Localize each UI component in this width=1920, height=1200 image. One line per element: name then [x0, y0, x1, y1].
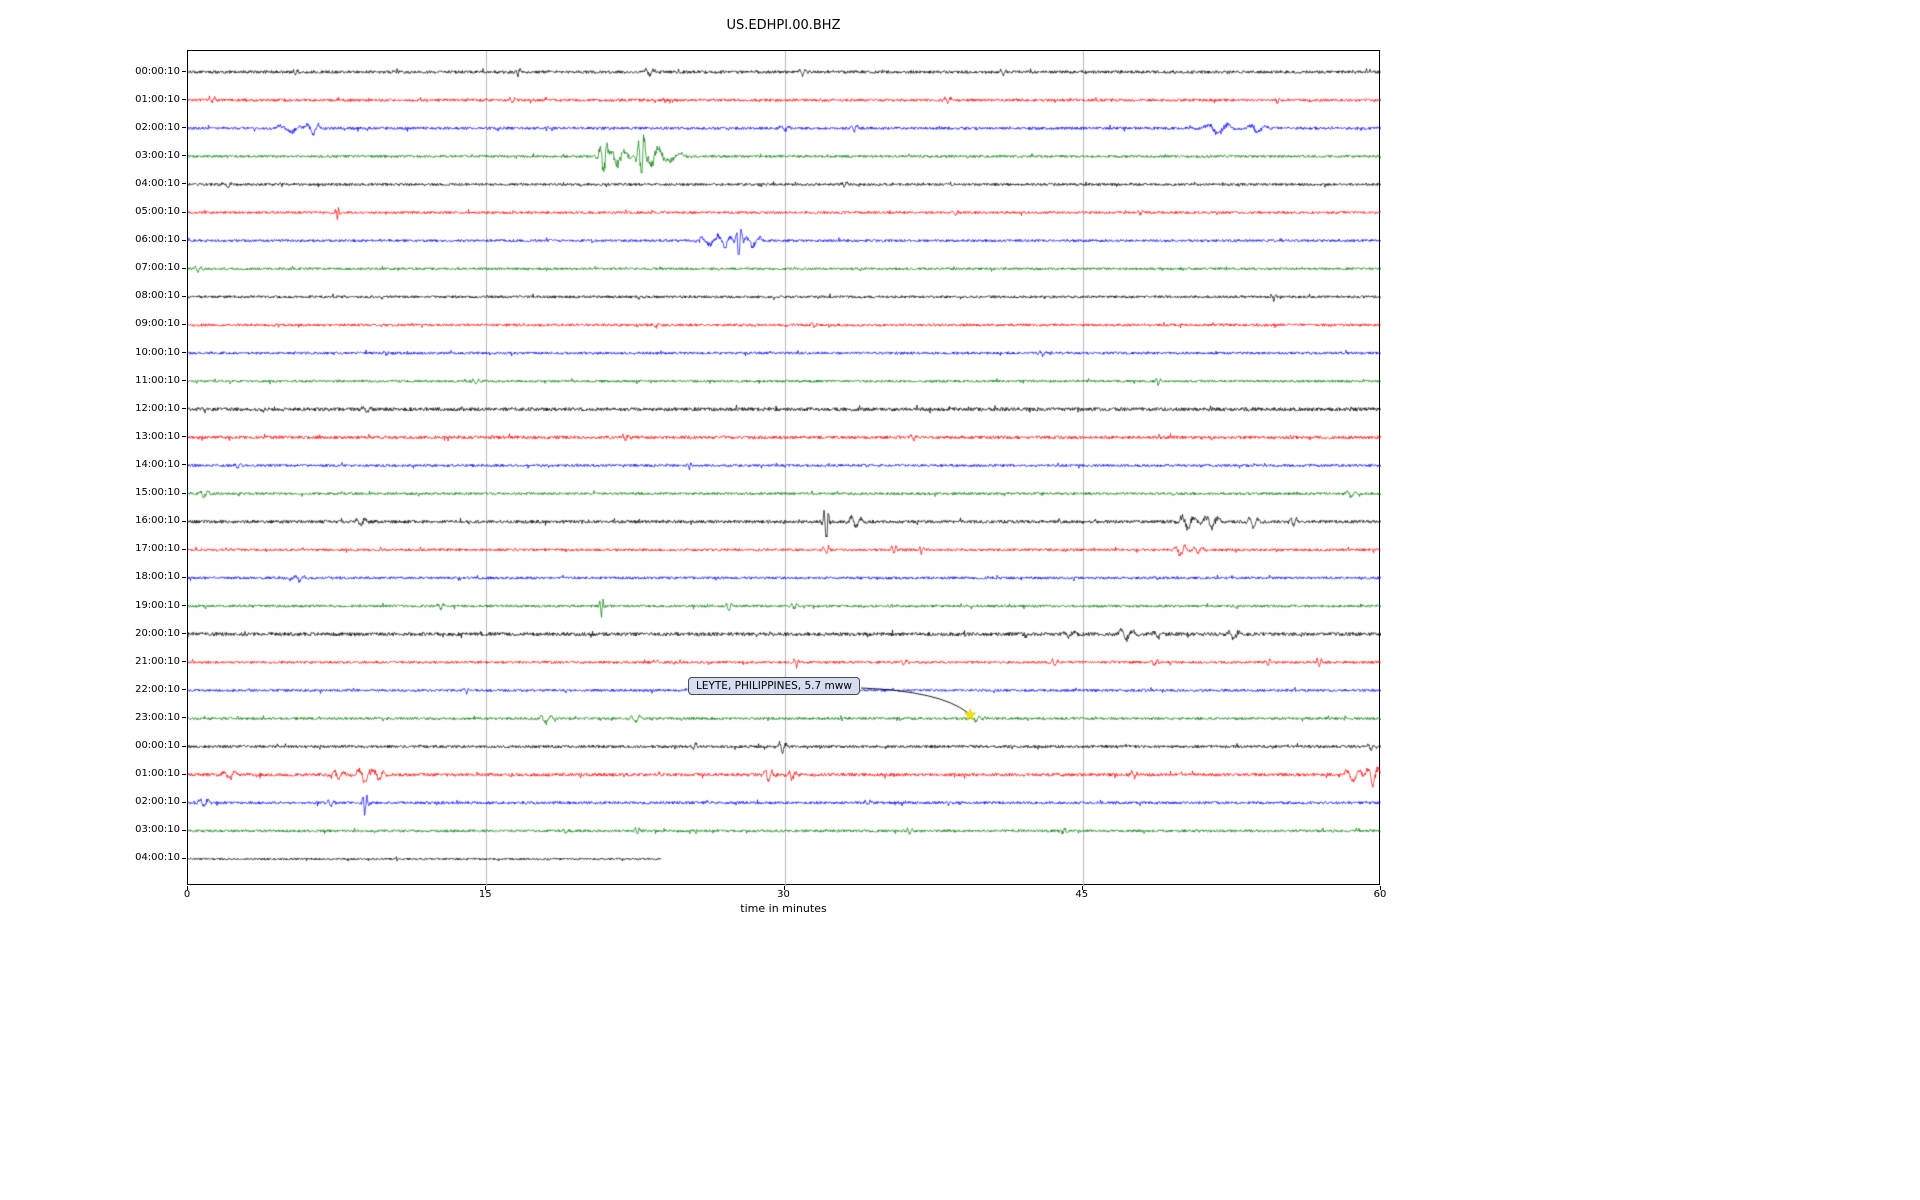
trace-start-time-label: 13:00:10 — [135, 430, 180, 442]
trace-start-time-label: 19:00:10 — [135, 599, 180, 611]
event-annotation-box: LEYTE, PHILIPPINES, 5.7 mww — [688, 677, 860, 695]
event-marker-star-icon: ★ — [963, 705, 978, 724]
trace-start-time-label: 02:00:10 — [135, 796, 180, 808]
y-tick-mark — [182, 211, 186, 213]
x-axis-label: time in minutes — [740, 902, 827, 915]
trace-start-time-label: 07:00:10 — [135, 262, 180, 274]
helicorder-canvas — [188, 51, 1381, 886]
y-tick-mark — [182, 464, 186, 466]
y-tick-mark — [182, 548, 186, 550]
trace-start-time-label: 08:00:10 — [135, 290, 180, 302]
trace-start-time-label: 09:00:10 — [135, 318, 180, 330]
y-tick-mark — [182, 661, 186, 663]
y-tick-mark — [182, 801, 186, 803]
y-tick-mark — [182, 99, 186, 101]
y-tick-mark — [182, 155, 186, 157]
plot-title: US.EDHPI.00.BHZ — [726, 18, 841, 33]
y-tick-mark — [182, 127, 186, 129]
trace-start-time-label: 12:00:10 — [135, 402, 180, 414]
x-tick-mark — [1380, 886, 1381, 890]
trace-start-time-label: 03:00:10 — [135, 149, 180, 161]
x-tick-mark — [485, 886, 487, 890]
trace-start-time-label: 14:00:10 — [135, 458, 180, 470]
y-tick-mark — [182, 829, 186, 831]
trace-start-time-label: 00:00:10 — [135, 740, 180, 752]
y-tick-mark — [182, 576, 186, 578]
plot-area — [187, 50, 1381, 886]
y-tick-mark — [182, 352, 186, 354]
trace-start-time-label: 17:00:10 — [135, 543, 180, 555]
trace-start-time-label: 06:00:10 — [135, 234, 180, 246]
y-tick-mark — [182, 773, 186, 775]
x-tick-label: 15 — [478, 889, 492, 900]
trace-start-time-label: 18:00:10 — [135, 571, 180, 583]
trace-start-time-label: 00:00:10 — [135, 65, 180, 77]
x-tick-mark — [187, 886, 188, 890]
y-tick-mark — [182, 267, 186, 269]
x-tick-label: 60 — [1373, 889, 1387, 900]
trace-start-time-label: 11:00:10 — [135, 374, 180, 386]
trace-start-time-label: 10:00:10 — [135, 346, 180, 358]
x-tick-mark — [1081, 886, 1083, 890]
y-tick-mark — [182, 689, 186, 691]
y-tick-mark — [182, 408, 186, 410]
trace-start-time-label: 01:00:10 — [135, 93, 180, 105]
y-tick-mark — [182, 239, 186, 241]
y-tick-mark — [182, 295, 186, 297]
trace-start-time-label: 02:00:10 — [135, 121, 180, 133]
trace-start-time-label: 16:00:10 — [135, 515, 180, 527]
trace-start-time-label: 23:00:10 — [135, 711, 180, 723]
trace-start-time-label: 04:00:10 — [135, 177, 180, 189]
y-tick-mark — [182, 605, 186, 607]
x-tick-label: 0 — [183, 889, 191, 900]
trace-start-time-label: 21:00:10 — [135, 655, 180, 667]
trace-start-time-label: 05:00:10 — [135, 206, 180, 218]
x-tick-label: 30 — [777, 889, 790, 900]
x-tick-label: 45 — [1075, 889, 1089, 900]
x-tick-mark — [783, 886, 785, 890]
trace-start-time-label: 20:00:10 — [135, 627, 180, 639]
y-tick-mark — [182, 520, 186, 522]
y-tick-mark — [182, 492, 186, 494]
trace-start-time-label: 22:00:10 — [135, 683, 180, 695]
y-tick-mark — [182, 323, 186, 325]
y-tick-mark — [182, 717, 186, 719]
trace-start-time-label: 15:00:10 — [135, 487, 180, 499]
y-tick-mark — [182, 745, 186, 747]
y-tick-mark — [182, 857, 186, 859]
trace-start-time-label: 01:00:10 — [135, 768, 180, 780]
y-tick-mark — [182, 633, 186, 635]
y-tick-mark — [182, 71, 186, 72]
y-tick-mark — [182, 183, 186, 185]
trace-start-time-label: 03:00:10 — [135, 824, 180, 836]
trace-start-time-label: 04:00:10 — [135, 852, 180, 864]
y-tick-mark — [182, 436, 186, 438]
y-tick-mark — [182, 380, 186, 382]
